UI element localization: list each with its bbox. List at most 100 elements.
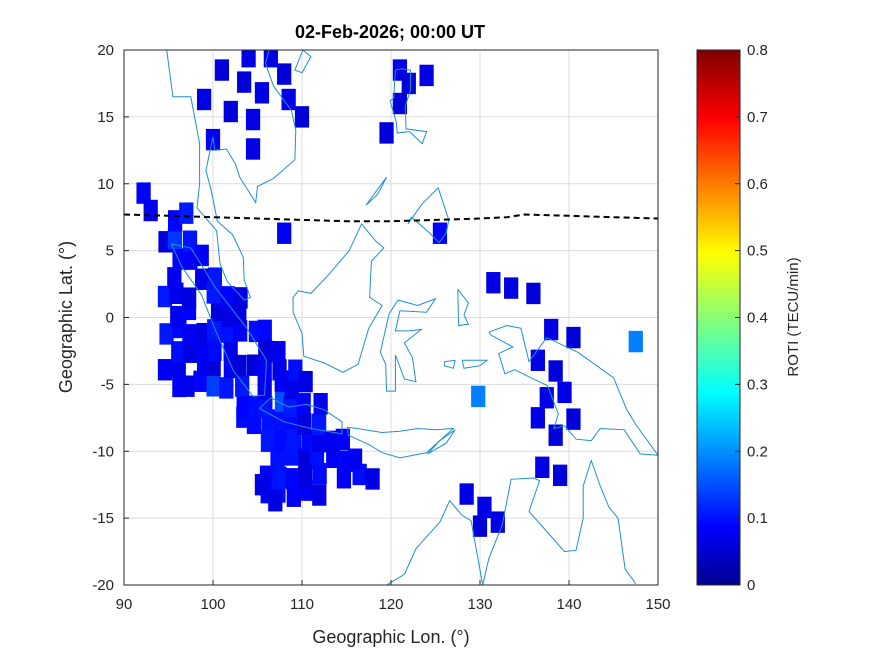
roti-cell <box>223 100 238 123</box>
roti-cell <box>268 490 283 512</box>
roti-cell <box>207 267 223 289</box>
roti-cell <box>477 496 492 519</box>
roti-cell <box>347 448 363 470</box>
roti-cell <box>296 393 311 415</box>
roti-cell <box>336 467 352 489</box>
coastlines <box>166 50 658 585</box>
roti-cell <box>557 381 572 404</box>
roti-cell <box>245 108 261 131</box>
roti-cell <box>281 88 296 111</box>
roti-cell <box>232 354 247 377</box>
roti-cell <box>170 305 185 328</box>
y-tick-label: 15 <box>97 109 114 126</box>
roti-cell <box>526 282 541 305</box>
colorbar-ticks: 0 0.1 0.2 0.3 0.4 0.5 0.6 0.7 0.8 <box>735 42 768 594</box>
roti-cell <box>157 359 173 381</box>
roti-cell <box>254 473 270 496</box>
roti-cell <box>257 319 272 342</box>
coastline <box>170 243 267 397</box>
roti-cells <box>136 50 643 537</box>
roti-cell <box>277 63 292 85</box>
coastline <box>461 359 489 369</box>
y-tick-label: -10 <box>92 443 114 460</box>
y-tick-label: 5 <box>106 243 114 260</box>
roti-cell <box>182 324 197 346</box>
roti-cell <box>401 72 416 95</box>
x-axis-ticks: 90 100 110 120 130 140 150 <box>116 580 671 613</box>
y-tick-label: 0 <box>106 310 114 327</box>
coastline <box>258 397 343 435</box>
roti-cell <box>207 319 222 341</box>
colorbar-scale <box>696 49 741 586</box>
roti-cell <box>241 50 256 68</box>
colorbar-title: ROTI (TECU/min) <box>785 257 802 376</box>
roti-cell <box>272 466 287 489</box>
roti-cell <box>254 82 270 104</box>
roti-cell <box>236 396 251 418</box>
coastline <box>427 429 456 455</box>
roti-cell <box>298 370 313 393</box>
colorbar: 0 0.1 0.2 0.3 0.4 0.5 0.6 0.7 0.8 <box>696 42 768 594</box>
y-tick-label: 20 <box>97 42 114 59</box>
roti-cell <box>220 286 235 308</box>
roti-cell <box>235 375 250 397</box>
colorbar-tick-label: 0.7 <box>747 109 768 126</box>
roti-cell <box>246 412 262 435</box>
roti-cell <box>171 341 186 363</box>
coastline <box>292 222 385 373</box>
roti-cell <box>379 122 394 144</box>
roti-cell <box>297 413 312 435</box>
coastline <box>294 50 312 74</box>
roti-cell <box>504 277 519 299</box>
roti-cell <box>258 396 273 418</box>
roti-cell <box>548 424 563 446</box>
roti-cell <box>312 484 327 506</box>
roti-cell <box>284 377 299 400</box>
coastline <box>365 176 388 206</box>
roti-cell <box>260 430 276 452</box>
roti-cell <box>535 456 550 478</box>
roti-cell <box>298 466 313 488</box>
x-tick-label: 150 <box>645 596 670 613</box>
x-tick-label: 110 <box>290 596 314 613</box>
roti-cell <box>312 462 327 485</box>
roti-cell <box>544 318 559 341</box>
roti-cell <box>313 393 328 415</box>
roti-cell <box>258 340 273 362</box>
x-tick-label: 100 <box>200 596 225 613</box>
roti-cell <box>472 515 488 537</box>
roti-cell <box>277 222 292 244</box>
roti-cell <box>530 407 545 429</box>
roti-cell <box>530 349 545 371</box>
roti-cell <box>232 303 247 325</box>
roti-cell <box>179 202 194 224</box>
y-tick-label: -20 <box>92 577 114 594</box>
roti-cell <box>183 341 198 363</box>
roti-cell <box>194 244 209 267</box>
roti-cell <box>486 272 501 294</box>
roti-cell <box>566 408 581 430</box>
roti-cell <box>270 448 285 470</box>
roti-cell <box>193 370 208 392</box>
coastline <box>386 499 484 585</box>
y-axis-ticks: 20 15 10 5 0 -5 -10 -15 -20 <box>92 42 129 594</box>
roti-cell <box>471 385 486 408</box>
roti-cell <box>335 428 350 451</box>
coastline <box>482 459 637 585</box>
roti-cell <box>195 268 210 290</box>
roti-cell <box>432 222 448 244</box>
roti-cell <box>237 71 252 93</box>
colorbar-tick-label: 0.5 <box>747 243 768 260</box>
roti-cell <box>180 375 195 397</box>
coastline <box>166 50 297 301</box>
roti-cell <box>263 50 278 68</box>
roti-cell <box>167 267 182 289</box>
roti-cell <box>245 138 261 160</box>
roti-cell <box>159 323 174 345</box>
roti-cell <box>392 92 408 115</box>
roti-cell <box>311 413 327 436</box>
roti-cell <box>272 359 287 381</box>
colorbar-tick-label: 0.3 <box>747 376 768 393</box>
roti-cell <box>271 341 286 363</box>
colorbar-tick-label: 0.1 <box>747 510 768 527</box>
